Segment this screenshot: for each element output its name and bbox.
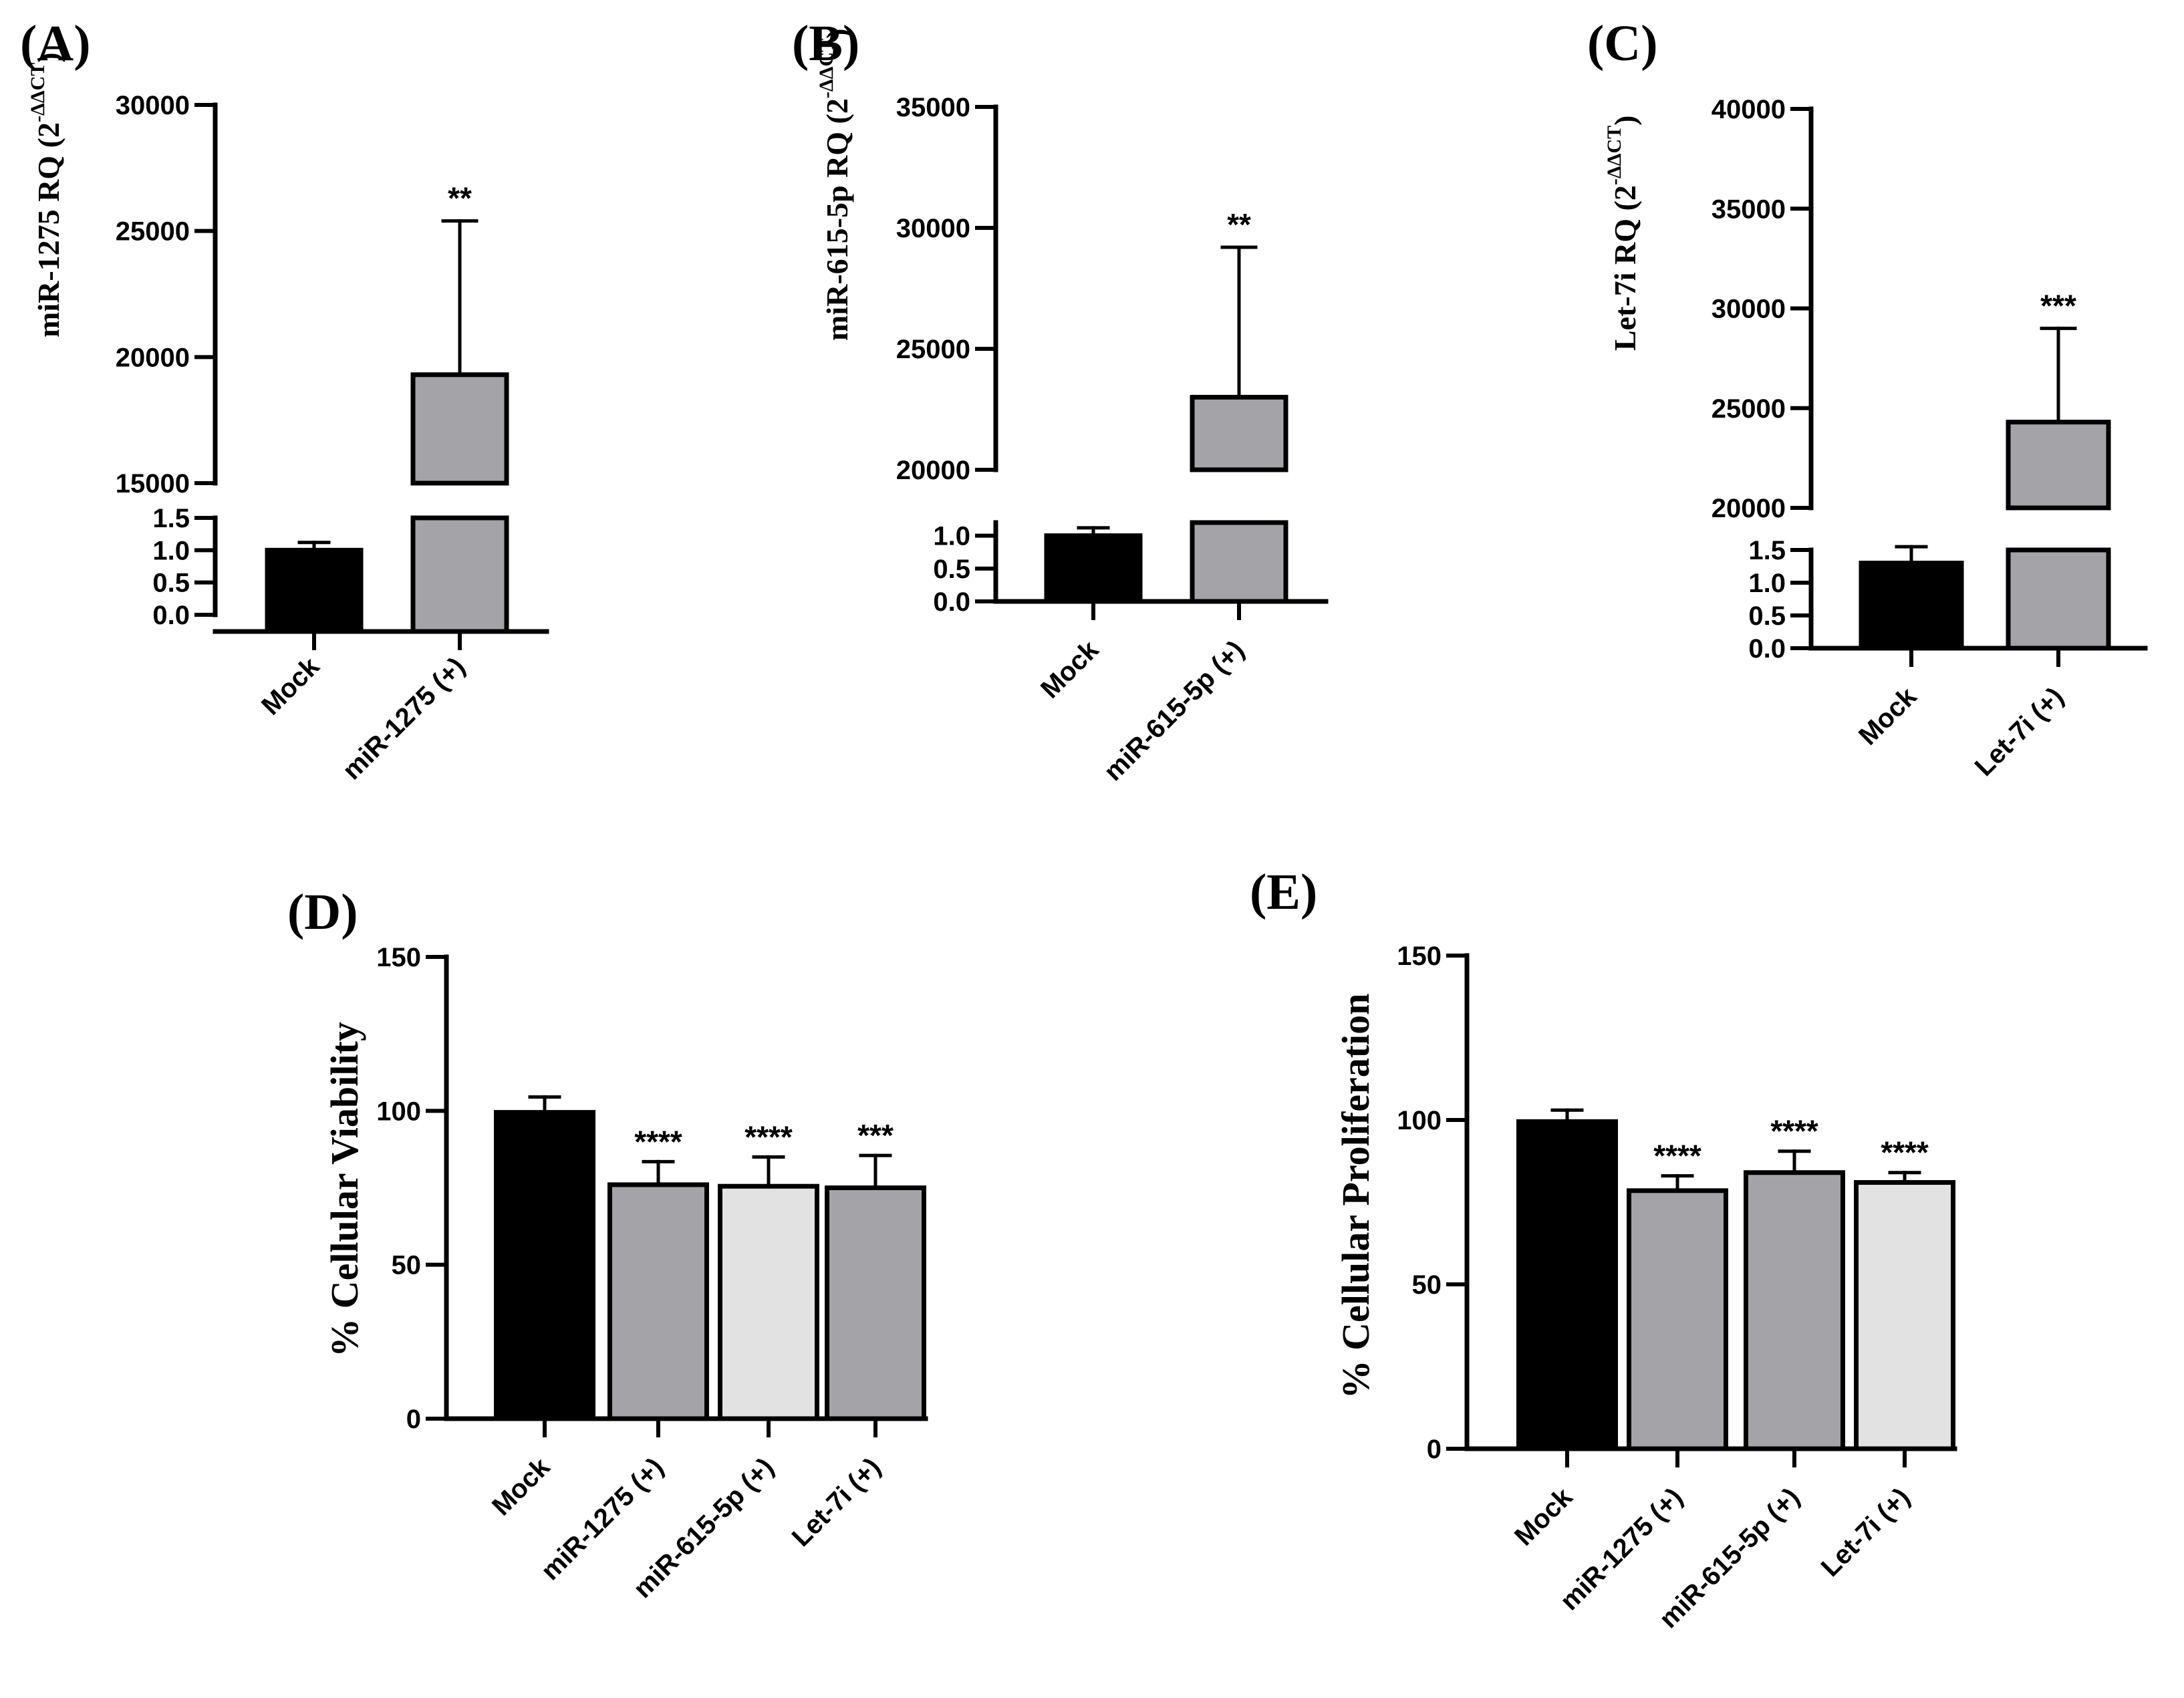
- panel-b-ytick-label-upper-2: 30000: [896, 214, 970, 243]
- panel-b-label: (B): [792, 15, 859, 72]
- panel-a-ytick-label-upper-0: 15000: [116, 469, 190, 499]
- panel-b-ylabel: miR-615-5p RQ (2-ΔΔCT): [815, 29, 854, 341]
- panel-d-significance-1: ****: [634, 1124, 682, 1159]
- panel-a-ytick-label-lower-2: 1.0: [152, 536, 190, 565]
- panel-e-bar-3: [1854, 1179, 1955, 1451]
- panel-a-ytick-label-lower-3: 1.5: [152, 504, 190, 533]
- panel-d-ylabel: % Cellular Viability: [323, 1022, 366, 1357]
- panel-a-ytick-label-upper-2: 25000: [116, 217, 190, 247]
- panel-d-significance-2: ****: [744, 1119, 793, 1154]
- panel-e-ytick-label-1: 50: [1412, 1270, 1442, 1300]
- panel-b-ytick-label-upper-3: 35000: [896, 93, 970, 122]
- panel-c-ytick-label-lower-3: 1.5: [1748, 536, 1786, 565]
- panel-c-ytick-label-upper-3: 35000: [1712, 194, 1786, 224]
- panel-a-bar-1: [410, 372, 509, 486]
- panel-a-label: (A): [20, 15, 91, 72]
- panel-e-ylabel: % Cellular Proliferation: [1334, 994, 1377, 1399]
- panel-d-ytick-label-0: 0: [406, 1405, 421, 1434]
- panel-d-label: (D): [287, 884, 358, 940]
- panel-c-ylabel: Let-7i RQ (2-ΔΔCT): [1603, 116, 1642, 351]
- panel-c-ytick-label-upper-2: 30000: [1712, 295, 1786, 324]
- panel-c-ytick-label-lower-1: 0.5: [1748, 601, 1786, 631]
- panel-b-bar-1-lower: [1190, 520, 1288, 604]
- panel-a-ytick-label-lower-1: 0.5: [152, 569, 190, 598]
- panel-b-bar-1: [1190, 394, 1288, 472]
- panel-b-ytick-label-lower-1: 0.5: [933, 555, 970, 584]
- panel-e-ytick-label-2: 100: [1397, 1106, 1442, 1135]
- panel-b-ytick-label-upper-1: 25000: [896, 335, 970, 364]
- panel-d-bar-0: [494, 1110, 595, 1421]
- panel-b-bar-0: [1044, 533, 1143, 604]
- panel-e-significance-1: ****: [1653, 1139, 1701, 1173]
- panel-a-bar-1-lower: [410, 515, 509, 634]
- panel-c-ytick-label-lower-2: 1.0: [1748, 569, 1786, 598]
- panel-b-ytick-label-lower-0: 0.0: [933, 587, 970, 617]
- panel-a-ytick-label-upper-3: 30000: [116, 91, 190, 120]
- panel-a-bar-0: [265, 547, 364, 634]
- panel-e-significance-2: ****: [1770, 1114, 1818, 1149]
- panel-e-ytick-label-0: 0: [1427, 1435, 1442, 1464]
- panel-c-ytick-label-upper-1: 25000: [1712, 394, 1786, 424]
- panel-d-bar-3: [825, 1185, 926, 1421]
- panel-a-ylabel: miR-1275 RQ (2-ΔΔCT): [27, 52, 65, 337]
- panel-a-ytick-label-lower-0: 0.0: [152, 601, 190, 630]
- panel-a-ytick-label-upper-1: 20000: [116, 343, 190, 372]
- panel-c-ytick-label-upper-4: 40000: [1712, 95, 1786, 124]
- panel-c-ytick-label-lower-0: 0.0: [1748, 634, 1786, 664]
- panel-b-significance-1: **: [1227, 207, 1251, 242]
- panel-e-ytick-label-3: 150: [1397, 942, 1442, 971]
- panel-d-significance-3: ***: [857, 1118, 894, 1153]
- panel-c-ytick-label-upper-0: 20000: [1712, 494, 1786, 523]
- panel-d-ytick-label-3: 150: [376, 943, 421, 972]
- panel-e-bar-0: [1516, 1119, 1618, 1451]
- panel-d-ytick-label-2: 100: [376, 1097, 421, 1126]
- panel-e-bar-1: [1627, 1188, 1728, 1451]
- panel-d-ytick-label-1: 50: [392, 1251, 422, 1280]
- panel-e-bar-2: [1744, 1170, 1845, 1451]
- panel-c-label: (C): [1587, 15, 1658, 72]
- panel-b-ytick-label-upper-0: 20000: [896, 456, 970, 485]
- panel-e-label: (E): [1250, 864, 1317, 920]
- panel-c-bar-1: [2006, 420, 2111, 511]
- panel-c-bar-1-lower: [2006, 547, 2111, 651]
- panel-d-bar-1: [607, 1182, 709, 1421]
- panel-b-ytick-label-lower-2: 1.0: [933, 522, 970, 551]
- panel-e-significance-3: ****: [1881, 1135, 1929, 1170]
- panel-d-bar-2: [718, 1183, 819, 1421]
- panel-c-bar-0: [1859, 561, 1964, 651]
- panel-c-significance-1: ***: [2040, 288, 2076, 323]
- panel-a-significance-1: **: [448, 181, 472, 216]
